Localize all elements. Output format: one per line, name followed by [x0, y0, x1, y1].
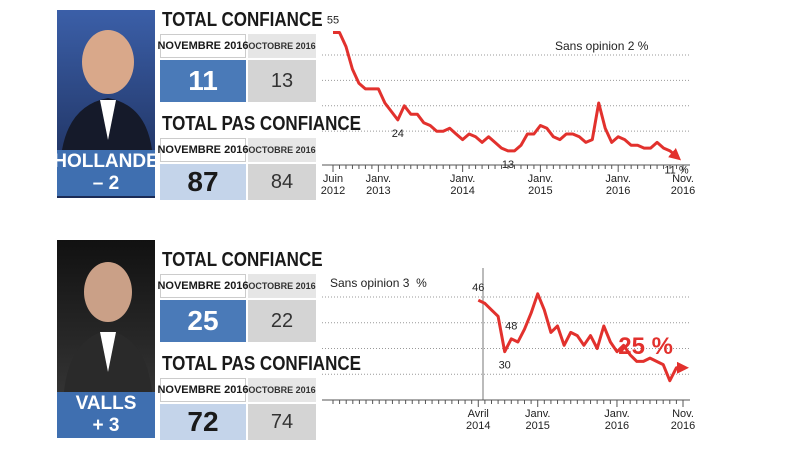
header-cell: OCTOBRE 2016 [248, 138, 316, 162]
politician-name: VALLS [75, 393, 137, 414]
section-title: TOTAL CONFIANCE [162, 248, 323, 271]
value-cell: 13 [248, 60, 316, 102]
x-tick-label: Janv. 2015 [527, 173, 554, 197]
value-label: 11 % [664, 164, 688, 176]
x-tick-label: Janv. 2013 [365, 173, 392, 197]
value-label: 24 [392, 128, 404, 140]
header-cell: OCTOBRE 2016 [248, 34, 316, 58]
x-tick-label: Nov. 2016 [670, 408, 696, 432]
header-cell: NOVEMBRE 2016 [157, 34, 249, 58]
header-cell: NOVEMBRE 2016 [157, 138, 249, 162]
value-cell: 22 [248, 300, 316, 342]
line [477, 292, 689, 383]
value-label: 13 [502, 159, 514, 171]
change: + 3 [92, 415, 120, 436]
x-tick-label: Nov. 2016 [670, 173, 696, 197]
section-title: TOTAL PAS CONFIANCE [162, 352, 361, 375]
x-tick-label: Avril 2014 [466, 408, 491, 432]
header-cell: NOVEMBRE 2016 [157, 274, 249, 298]
name-box [57, 150, 155, 196]
value-cell: 74 [248, 404, 316, 440]
line [333, 31, 682, 161]
value-label: 48 [505, 321, 517, 333]
section-title: TOTAL CONFIANCE [162, 8, 323, 31]
value-cell: 84 [248, 164, 316, 200]
value-cell: 11 [160, 60, 246, 102]
x-tick-label: Janv. 2016 [604, 408, 630, 432]
value-cell: 87 [160, 164, 246, 200]
header-cell: NOVEMBRE 2016 [157, 378, 249, 402]
value-label: 25 % [618, 333, 673, 360]
x-tick-label: Juin 2012 [320, 173, 346, 197]
value-label: 30 [499, 360, 511, 372]
value-label: 55 [327, 14, 339, 26]
x-tick-label: Janv. 2014 [449, 173, 476, 197]
photo [57, 240, 155, 392]
annotation: Sans opinion 3 % [330, 276, 427, 290]
value-cell: 72 [160, 404, 246, 440]
annotation: Sans opinion 2 % [555, 39, 649, 53]
change: – 2 [92, 173, 120, 194]
value-cell: 25 [160, 300, 246, 342]
header-cell: OCTOBRE 2016 [248, 378, 316, 402]
x-tick-label: Janv. 2016 [605, 173, 631, 197]
value-label: 46 [472, 282, 484, 294]
name-box [57, 392, 155, 438]
politician-name: HOLLANDE [53, 151, 159, 172]
x-tick-label: Janv. 2015 [524, 408, 551, 432]
header-cell: OCTOBRE 2016 [248, 274, 316, 298]
section-title: TOTAL PAS CONFIANCE [162, 112, 361, 135]
